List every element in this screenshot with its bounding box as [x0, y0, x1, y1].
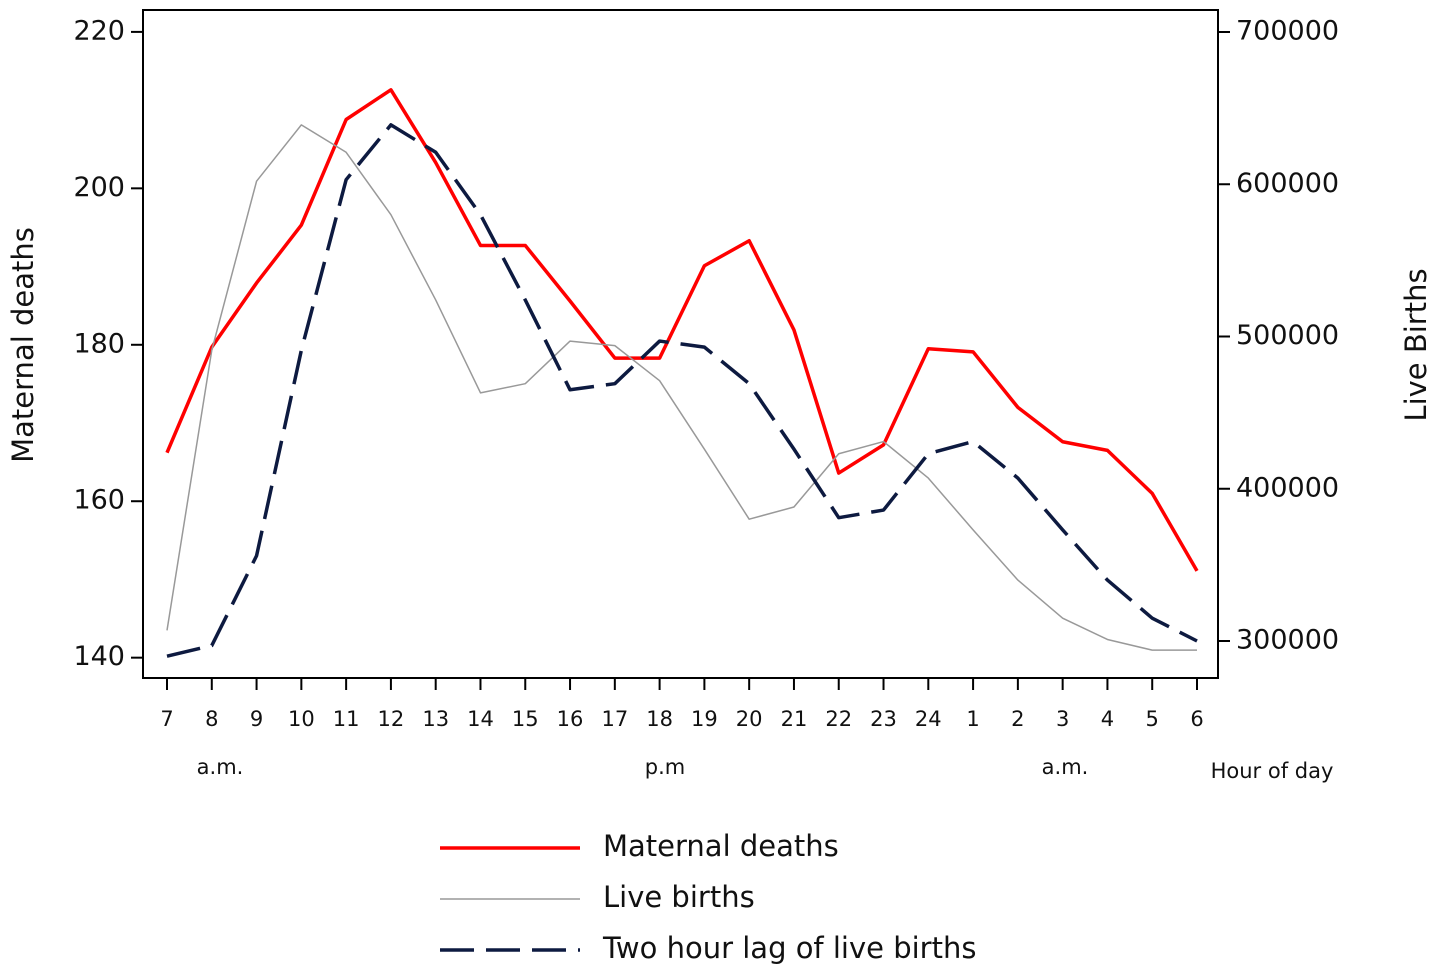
plot-frame — [142, 9, 1219, 679]
y-tick-label: 200 — [73, 172, 125, 203]
y2-tick-label: 500000 — [1236, 320, 1339, 351]
y2-tick-label: 600000 — [1236, 168, 1339, 199]
annotation: a.m. — [1042, 755, 1089, 779]
legend-label: Live births — [603, 880, 755, 914]
series-line — [166, 124, 1197, 651]
x-tick-label: 3 — [1056, 707, 1069, 731]
x-tick-label: 5 — [1146, 707, 1159, 731]
x-tick-label: 15 — [512, 707, 539, 731]
x-tick-label: 20 — [736, 707, 763, 731]
x-tick-label: 10 — [288, 707, 315, 731]
x-tick-label: 17 — [601, 707, 628, 731]
x-tick-label: 18 — [646, 707, 673, 731]
annotation: p.m — [645, 755, 685, 779]
x-tick-label: 11 — [333, 707, 360, 731]
x-tick-label: 9 — [250, 707, 263, 731]
x-tick-label: 4 — [1101, 707, 1114, 731]
x-tick-label: 8 — [205, 707, 218, 731]
y2-tick-label: 300000 — [1236, 625, 1339, 656]
y-tick-label: 180 — [73, 328, 125, 359]
series-line — [165, 88, 1199, 572]
x-tick-label: 16 — [557, 707, 584, 731]
y2-axis-label: Live Births — [1399, 268, 1433, 421]
legend-label: Two hour lag of live births — [602, 931, 976, 965]
y-tick-label: 160 — [73, 485, 125, 516]
x-tick-label: 7 — [160, 707, 173, 731]
x-tick-label: 12 — [378, 707, 405, 731]
x-tick-label: 6 — [1190, 707, 1203, 731]
y-tick-label: 140 — [73, 641, 125, 672]
x-tick-label: 22 — [825, 707, 852, 731]
annotation: a.m. — [197, 755, 244, 779]
x-tick-label: 13 — [422, 707, 449, 731]
x-tick-label: 24 — [915, 707, 942, 731]
x-tick-label: 1 — [966, 707, 979, 731]
series-line — [166, 123, 1198, 658]
legend-label: Maternal deaths — [603, 829, 839, 863]
y-tick-label: 220 — [73, 15, 125, 46]
x-tick-label: 23 — [870, 707, 897, 731]
y-axis-label: Maternal deaths — [6, 227, 40, 463]
y2-tick-label: 700000 — [1236, 16, 1339, 47]
x-tick-label: 2 — [1011, 707, 1024, 731]
x-tick-label: 14 — [467, 707, 494, 731]
y2-tick-label: 400000 — [1236, 472, 1339, 503]
x-tick-label: 19 — [691, 707, 718, 731]
x-tick-label: 21 — [781, 707, 808, 731]
x-axis-label: Hour of day — [1211, 759, 1334, 783]
